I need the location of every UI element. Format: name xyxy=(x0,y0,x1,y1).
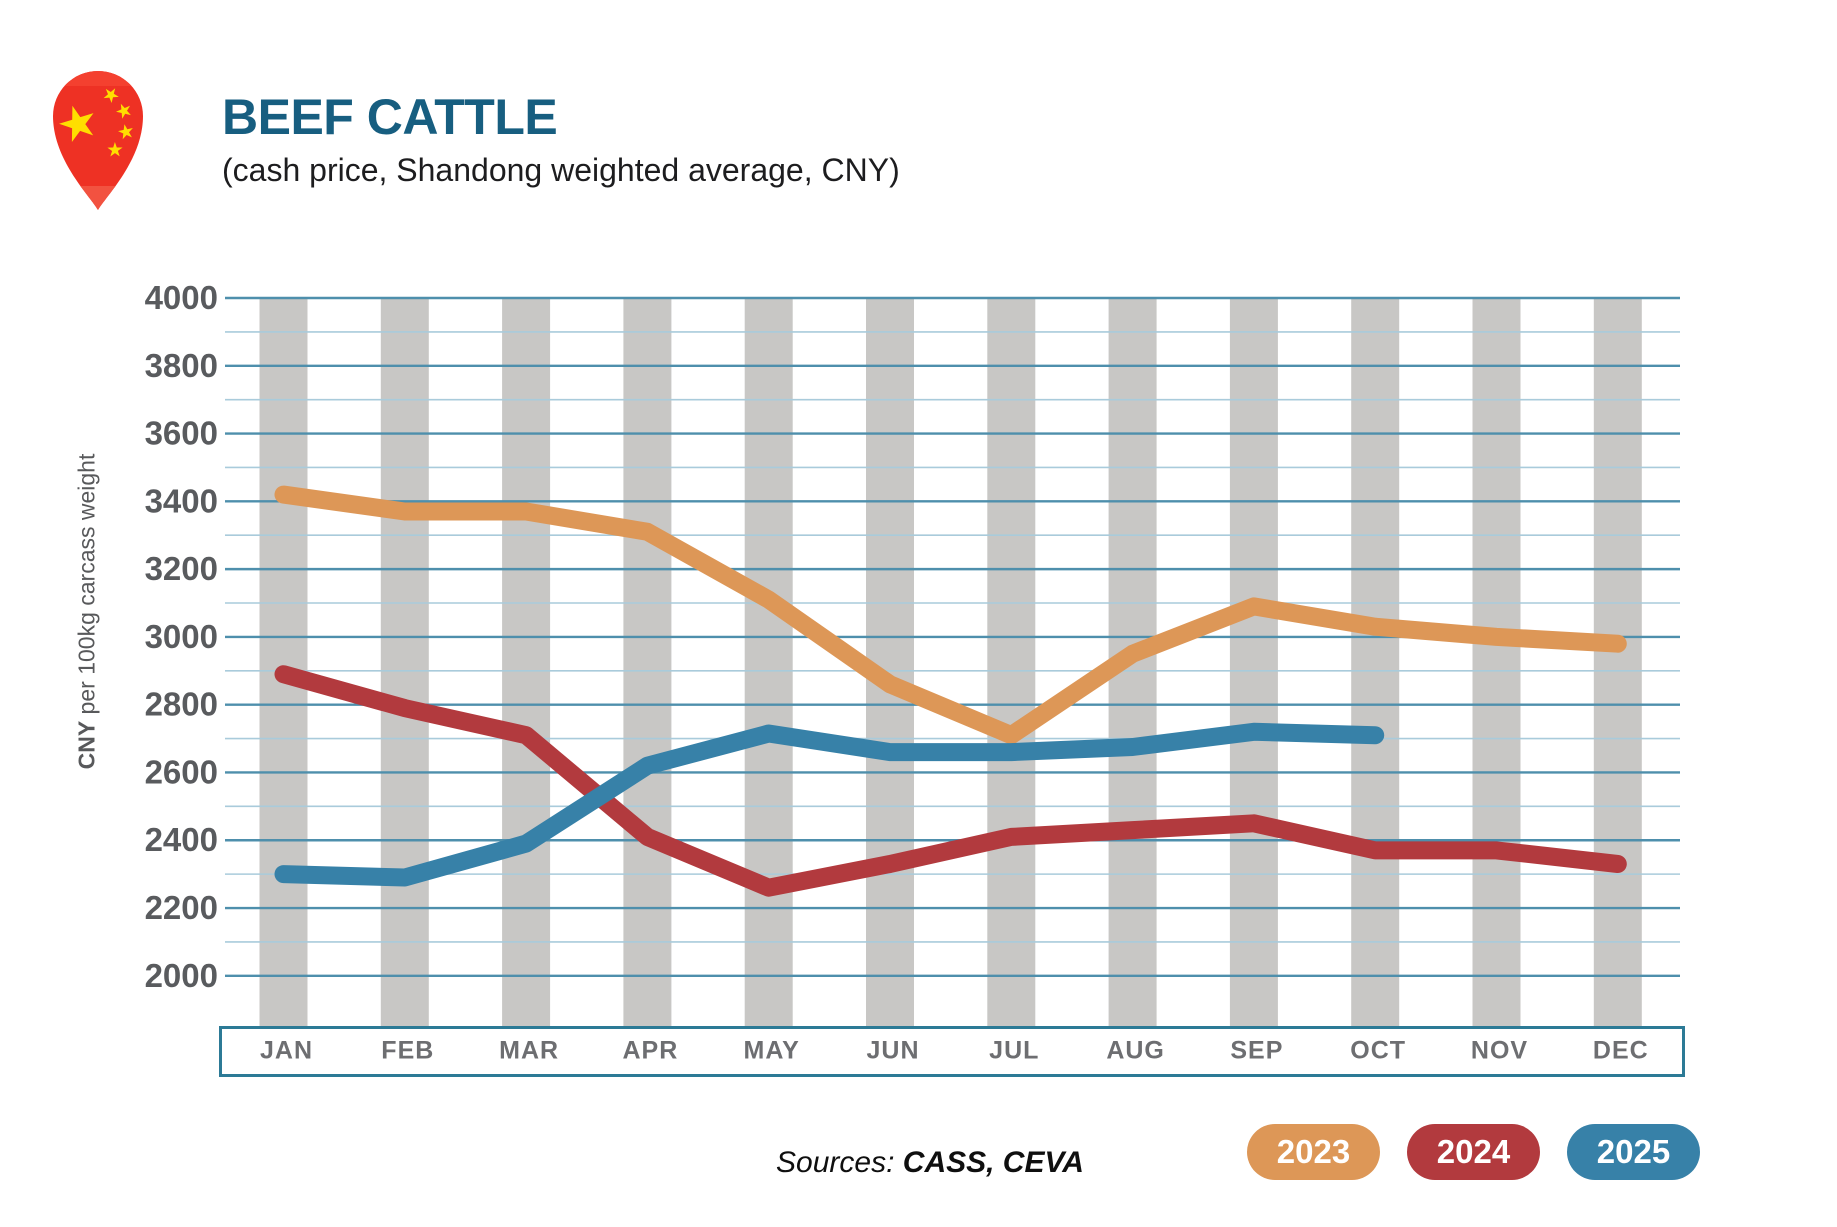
series-line-2025 xyxy=(274,722,1385,887)
month-band xyxy=(1229,298,1278,1026)
month-label-sep: SEP xyxy=(1230,1035,1284,1064)
month-band xyxy=(1472,298,1521,1026)
month-label-jul: JUL xyxy=(989,1035,1040,1064)
y-tick-label: 3600 xyxy=(145,415,218,452)
y-tick-label: 4000 xyxy=(145,279,218,316)
y-tick-label: 2600 xyxy=(145,753,218,790)
month-band xyxy=(623,298,672,1026)
month-band xyxy=(866,298,914,1026)
flag-star xyxy=(103,88,119,103)
y-tick-label: 3400 xyxy=(145,482,218,519)
month-band xyxy=(1593,298,1642,1026)
month-label-jun: JUN xyxy=(866,1035,920,1064)
y-tick-label: 3000 xyxy=(145,618,218,655)
month-band xyxy=(380,298,429,1026)
month-band xyxy=(502,298,551,1026)
y-tick-label: 2400 xyxy=(145,821,218,858)
sources-prefix: Sources: xyxy=(776,1146,903,1179)
month-band xyxy=(1351,298,1400,1026)
chart-legend: 2023 2024 2025 xyxy=(1247,1124,1702,1182)
legend-pill-2024: 2024 xyxy=(1407,1124,1540,1180)
month-label-nov: NOV xyxy=(1470,1035,1529,1064)
month-label-aug: AUG xyxy=(1106,1035,1165,1064)
page-subtitle: (cash price, Shandong weighted average, … xyxy=(222,152,900,188)
series-line-2023 xyxy=(274,485,1627,745)
month-band xyxy=(259,298,308,1026)
month-label-feb: FEB xyxy=(381,1035,435,1064)
y-tick-label: 2200 xyxy=(145,889,218,926)
legend-pill-2023: 2023 xyxy=(1247,1124,1380,1180)
month-label-may: MAY xyxy=(743,1035,800,1064)
china-flag-pin-icon xyxy=(53,71,143,210)
flag-star xyxy=(118,124,133,140)
y-tick-label: 3800 xyxy=(145,347,218,384)
legend-pill-2025: 2025 xyxy=(1567,1124,1700,1180)
y-tick-label: 3200 xyxy=(145,550,218,587)
flag-star xyxy=(107,142,123,157)
flag-star xyxy=(116,103,131,119)
y-tick-label: 2800 xyxy=(145,686,218,723)
month-label-apr: APR xyxy=(622,1035,679,1064)
y-tick-label: 2000 xyxy=(145,957,218,994)
series-line-2024 xyxy=(274,665,1627,897)
sources-names: CASS, CEVA xyxy=(902,1146,1084,1179)
month-label-oct: OCT xyxy=(1350,1035,1407,1064)
month-label-jan: JAN xyxy=(259,1035,314,1064)
month-label-mar: MAR xyxy=(499,1035,560,1064)
china-flag-stars xyxy=(59,88,133,157)
flag-star xyxy=(59,105,94,142)
month-band xyxy=(744,298,793,1026)
sources-label: Sources: CASS, CEVA xyxy=(700,1146,1160,1180)
page-title: BEEF CATTLE xyxy=(222,89,558,145)
month-label-dec: DEC xyxy=(1592,1035,1649,1064)
month-axis-box: JAN FEB MAR APR MAY JUN JUL AUG SEP OCT NOV DEC xyxy=(219,1026,1685,1077)
month-band xyxy=(987,298,1036,1026)
